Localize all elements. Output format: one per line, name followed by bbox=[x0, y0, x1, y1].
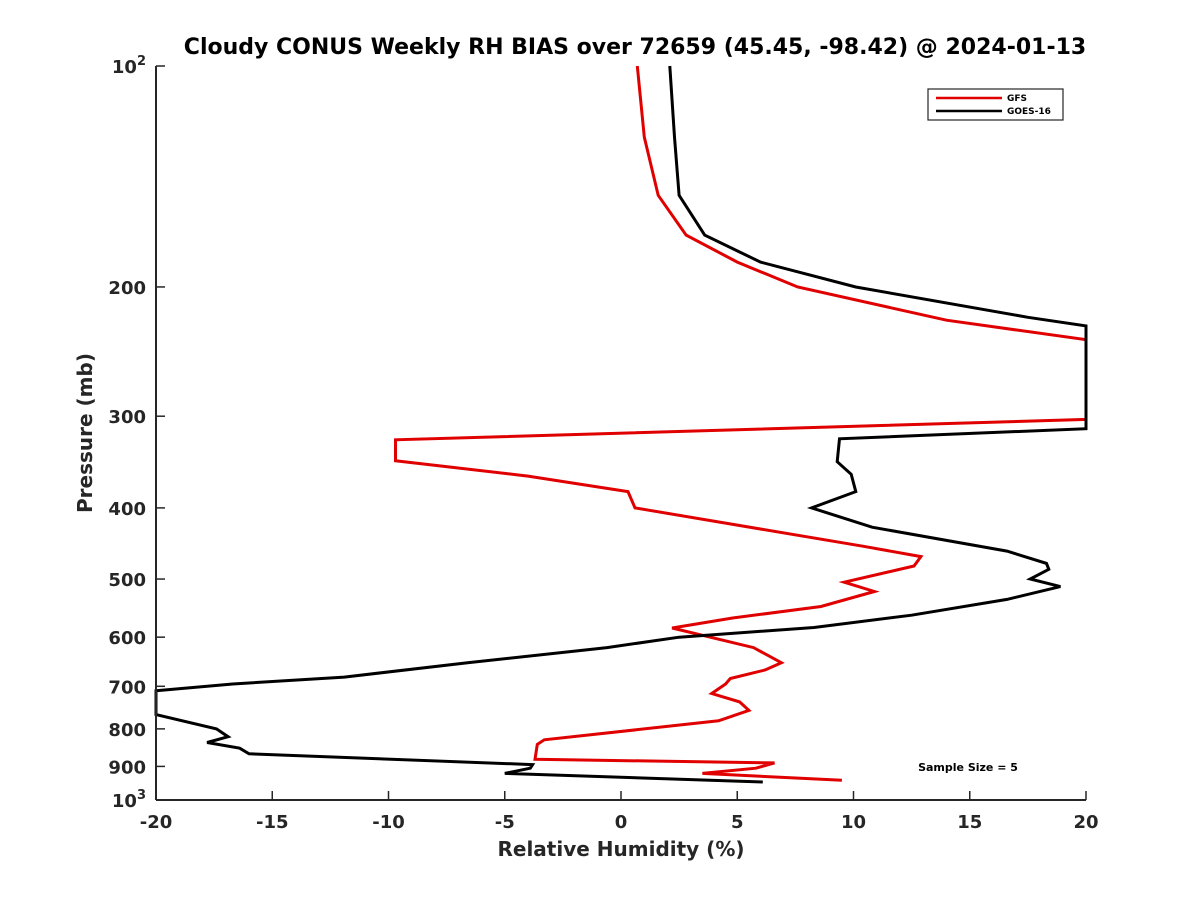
x-tick-label: -10 bbox=[372, 812, 405, 833]
axes-layer: -20 -15 -10 -5 0 5 10 15 20 102 200 300 400 500 600 700… bbox=[108, 54, 1098, 833]
x-tick-label: -15 bbox=[256, 812, 289, 833]
y-tick-label: 300 bbox=[108, 407, 146, 428]
y-tick-label: 200 bbox=[108, 278, 146, 299]
y-tick-label: 600 bbox=[108, 628, 146, 649]
y-axis-label: Pressure (mb) bbox=[73, 353, 97, 513]
y-tick-label: 500 bbox=[108, 570, 146, 591]
series-line-gfs bbox=[394, 65, 1088, 782]
legend-label: GFS bbox=[1007, 94, 1027, 104]
x-tick-label: 15 bbox=[957, 812, 982, 833]
legend-label: GOES-16 bbox=[1007, 107, 1051, 117]
y-tick-label: 900 bbox=[108, 757, 146, 778]
x-tick-label: 20 bbox=[1073, 812, 1098, 833]
y-tick-label: 102 bbox=[112, 54, 146, 78]
legend-box bbox=[927, 88, 1064, 121]
y-tick-label: 800 bbox=[108, 720, 146, 741]
x-tick-label: -20 bbox=[140, 812, 173, 833]
x-tick-label: 0 bbox=[615, 812, 628, 833]
x-tick-label: 5 bbox=[731, 812, 744, 833]
legend: GFS GOES-16 bbox=[927, 88, 1064, 121]
chart-title: Cloudy CONUS Weekly RH BIAS over 72659 (… bbox=[184, 35, 1086, 60]
series-layer bbox=[154, 65, 1088, 784]
x-tick-label: 10 bbox=[841, 812, 866, 833]
y-tick-label: 103 bbox=[112, 788, 146, 812]
x-tick-label: -5 bbox=[495, 812, 515, 833]
y-tick-label: 700 bbox=[108, 677, 146, 698]
x-axis-label: Relative Humidity (%) bbox=[497, 837, 744, 861]
sample-size-annotation: Sample Size = 5 bbox=[918, 761, 1018, 774]
y-tick-label: 400 bbox=[108, 499, 146, 520]
series-line-goes-16 bbox=[154, 65, 1088, 784]
